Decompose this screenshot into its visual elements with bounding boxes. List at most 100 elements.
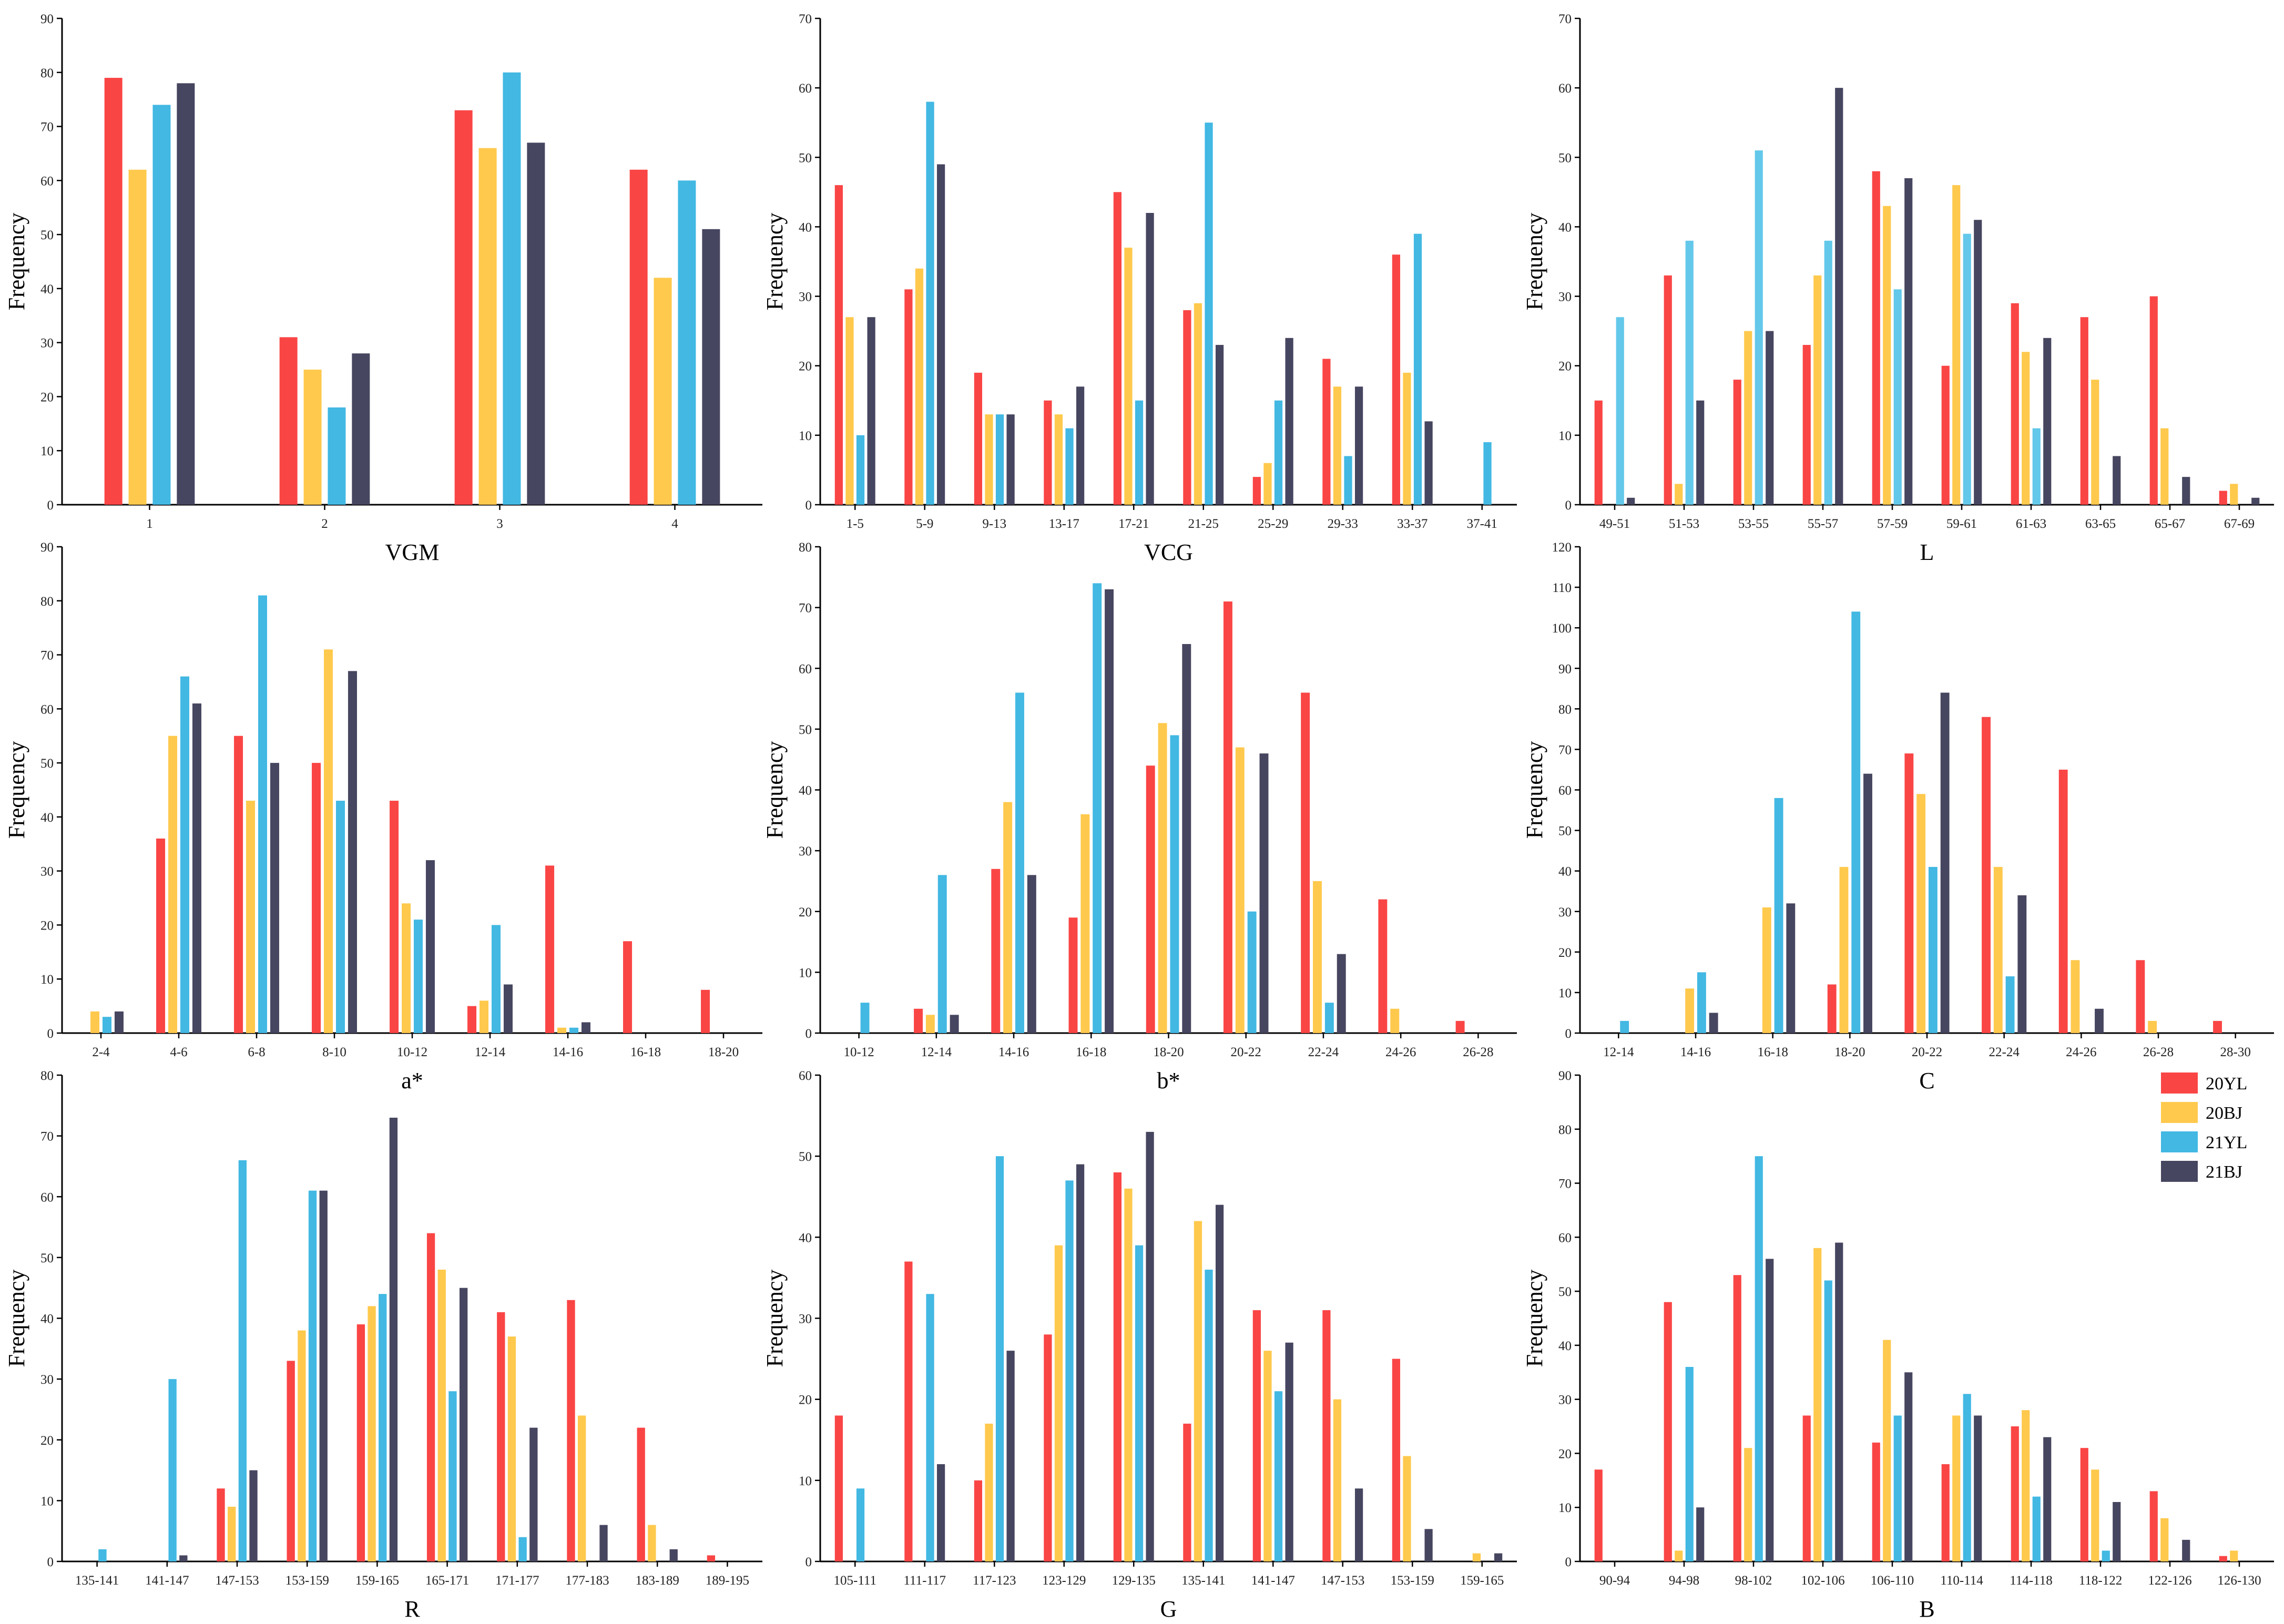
bar-21BJ-165-171 [459,1288,468,1561]
x-tick-label: 189-195 [706,1574,749,1588]
y-axis-title: Frequency [1522,213,1547,311]
legend-swatch-21YL [2161,1131,2198,1152]
bar-21YL-123-129 [1065,1180,1074,1561]
bar-20BJ-117-123 [985,1423,993,1561]
x-tick-label: 20-22 [1912,1045,1942,1059]
y-tick-label: 80 [40,595,54,609]
x-tick-label: 123-129 [1042,1574,1086,1588]
y-tick-label: 100 [1552,621,1572,636]
bar-21YL-29-33 [1344,456,1352,505]
bar-20YL-147-153 [217,1488,225,1561]
y-tick-label: 20 [40,1434,54,1448]
bar-20BJ-8-10 [324,649,333,1033]
bar-21BJ-59-61 [1974,220,1982,505]
x-tick-label: 37-41 [1467,517,1497,531]
x-axis-title: L [1920,539,1934,565]
bar-20YL-20-22 [1223,601,1232,1033]
bar-20YL-51-53 [1664,275,1672,505]
x-axis-title: B [1919,1596,1934,1622]
bar-21YL-16-18 [1093,583,1102,1033]
y-tick-label: 10 [40,444,54,458]
bar-21BJ-22-24 [1337,954,1346,1033]
y-tick-label: 10 [799,429,812,443]
bar-21YL-147-153 [238,1160,247,1561]
bar-20BJ-4 [654,278,672,505]
bar-20BJ-147-153 [1333,1399,1342,1561]
x-tick-label: 29-33 [1328,517,1358,531]
bar-20BJ-18-20 [1158,723,1167,1033]
y-tick-label: 10 [1558,986,1572,1000]
x-axis-title: G [1160,1596,1177,1622]
y-tick-label: 20 [1558,1447,1572,1461]
bar-21YL-6-8 [258,595,267,1033]
bar-21YL-33-37 [1413,233,1422,505]
bar-20YL-153-159 [287,1361,295,1561]
x-tick-label: 59-61 [1946,517,1977,531]
legend-label-21BJ: 21BJ [2206,1162,2242,1182]
bar-21YL-53-55 [1755,150,1763,505]
y-tick-label: 50 [40,757,54,771]
bar-20YL-147-153 [1322,1310,1331,1561]
y-tick-label: 70 [1558,1177,1572,1191]
x-tick-label: 33-37 [1397,517,1428,531]
x-tick-label: 12-14 [475,1045,506,1059]
x-tick-label: 57-59 [1877,517,1908,531]
bar-21YL-10-12 [860,1003,870,1033]
y-tick-label: 0 [805,1027,812,1041]
bar-20YL-17-21 [1113,192,1122,505]
bar-21YL-10-12 [413,920,423,1033]
y-tick-label: 50 [40,228,54,242]
y-axis-title: Frequency [762,1270,788,1367]
bar-21YL-2-4 [102,1017,111,1033]
bar-20YL-26-28 [2136,960,2145,1033]
y-axis-title: Frequency [4,213,29,311]
bar-20BJ-17-21 [1124,248,1133,505]
bar-21YL-18-20 [1851,611,1861,1033]
x-tick-label: 16-18 [630,1045,661,1059]
y-axis-title: Frequency [1522,741,1547,839]
bar-20BJ-57-59 [1883,206,1891,505]
bar-21BJ-98-102 [1766,1259,1774,1561]
bar-21YL-110-114 [1963,1394,1971,1561]
bar-20BJ-153-159 [298,1330,306,1561]
bar-20BJ-16-18 [1080,814,1090,1033]
bar-21BJ-4-6 [192,703,201,1033]
bar-20YL-98-102 [1733,1275,1741,1561]
bar-20YL-22-24 [1982,717,1991,1033]
bar-21YL-55-57 [1824,240,1832,505]
bar-20BJ-129-135 [1124,1188,1133,1561]
x-tick-label: 135-141 [75,1574,119,1588]
y-tick-label: 70 [799,12,812,26]
y-tick-label: 40 [40,1312,54,1326]
y-tick-label: 60 [799,81,812,96]
y-tick-label: 0 [1565,498,1572,513]
bar-21BJ-2-4 [114,1011,124,1033]
bar-21YL-102-106 [1824,1280,1832,1561]
bar-21YL-13-17 [1065,428,1074,505]
bar-21YL-14-16 [1697,972,1706,1033]
bar-20BJ-55-57 [1813,275,1822,505]
x-tick-label: 8-10 [322,1045,346,1059]
x-tick-label: 24-26 [2066,1045,2096,1059]
bar-20YL-16-18 [623,941,633,1033]
bar-20BJ-118-122 [2091,1469,2099,1561]
panel-l: 0 10 20 30 40 50 60 70 Frequency 49-51 51-53 53-55 5… [1522,12,2274,565]
bar-21BJ-10-12 [425,860,435,1033]
bar-20YL-13-17 [1044,400,1052,505]
bar-20YL-4 [629,169,648,505]
bar-20BJ-24-26 [1390,1008,1400,1033]
bar-20YL-21-25 [1183,310,1191,505]
bar-21YL-98-102 [1755,1156,1763,1561]
x-axis-title: C [1919,1068,1934,1094]
y-axis-title: Frequency [762,213,788,311]
bar-21YL-1-5 [856,435,865,505]
y-tick-label: 60 [1558,81,1572,96]
y-tick-label: 80 [1558,702,1572,717]
bar-21BJ-94-98 [1696,1507,1705,1561]
y-tick-label: 40 [1558,220,1572,234]
y-tick-label: 0 [1565,1027,1572,1041]
bar-21BJ-171-177 [529,1427,538,1561]
bar-21BJ-14-16 [1027,875,1036,1033]
x-tick-label: 141-147 [145,1574,189,1588]
x-tick-label: 110-114 [1940,1574,1983,1588]
